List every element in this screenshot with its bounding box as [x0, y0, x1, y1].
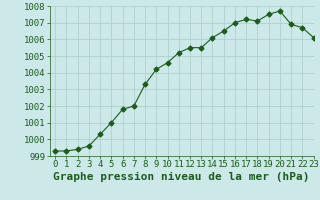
X-axis label: Graphe pression niveau de la mer (hPa): Graphe pression niveau de la mer (hPa)	[53, 172, 310, 182]
